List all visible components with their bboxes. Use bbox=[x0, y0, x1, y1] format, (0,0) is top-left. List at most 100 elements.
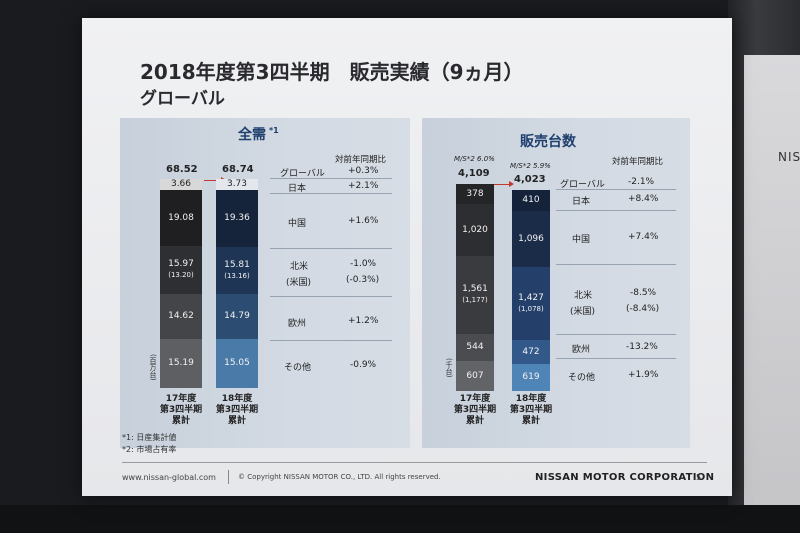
bar-curr-other: 619 bbox=[512, 364, 550, 391]
bar-subvalue: (13.20) bbox=[168, 270, 194, 281]
row-separator bbox=[270, 296, 392, 297]
bar-prev-china: 1,020 bbox=[456, 204, 494, 256]
row-label-sub: (米国) bbox=[570, 304, 595, 317]
total-curr: 4,023 bbox=[514, 174, 546, 185]
yoy-header: 対前年同期比 bbox=[612, 155, 663, 167]
footer-copyright: © Copyright NISSAN MOTOR CO., LTD. All r… bbox=[238, 473, 441, 481]
row-separator bbox=[556, 189, 676, 190]
row-label: 中国 bbox=[288, 216, 306, 229]
sales-volume-panel: 販売台数 対前年同期比 M/S*2 6.0% M/S*2 5.9% 4,109 … bbox=[422, 118, 690, 448]
footer-url: www.nissan-global.com bbox=[122, 473, 216, 482]
ms-value: 5.9% bbox=[533, 162, 551, 170]
x-label-prev: 17年度 第3四半期 累計 bbox=[447, 394, 503, 427]
row-separator bbox=[556, 210, 676, 211]
wall-sign-text: NIS bbox=[778, 150, 800, 164]
x-label-curr: 18年度 第3四半期 累計 bbox=[209, 394, 265, 427]
footer-separator bbox=[228, 470, 229, 484]
total-prev: 68.52 bbox=[166, 164, 198, 175]
ms-label: M/S*2 bbox=[510, 162, 531, 170]
bar-value: 15.97 bbox=[168, 259, 194, 270]
x-label-line: 17年度 bbox=[153, 394, 209, 405]
x-label-line: 累計 bbox=[209, 416, 265, 427]
bar-curr-china: 1,096 bbox=[512, 211, 550, 267]
row-label: その他 bbox=[284, 360, 311, 373]
bar-prev-china: 19.08 bbox=[160, 190, 202, 246]
x-label-line: 第3四半期 bbox=[503, 405, 559, 416]
bar-subvalue: (1,177) bbox=[462, 295, 488, 306]
bar-curr-japan: 410 bbox=[512, 190, 550, 211]
bar-value: 1,096 bbox=[518, 234, 544, 245]
row-change-sub: (-0.3%) bbox=[346, 275, 379, 285]
row-change: -0.9% bbox=[350, 360, 376, 370]
bar-subvalue: (1,078) bbox=[518, 304, 544, 315]
row-change: -2.1% bbox=[628, 177, 654, 187]
total-curr: 68.74 bbox=[222, 164, 254, 175]
x-label-line: 17年度 bbox=[447, 394, 503, 405]
total-prev: 4,109 bbox=[458, 168, 490, 179]
x-label-line: 累計 bbox=[153, 416, 209, 427]
bar-value: 14.62 bbox=[168, 311, 194, 322]
panel-title-demand-text: 全需 bbox=[238, 127, 266, 143]
bar-value: 378 bbox=[466, 189, 483, 200]
presentation-slide: 2018年度第3四半期 販売実績（9ヵ月） グローバル 全需 *1 対前年同期比 … bbox=[82, 18, 732, 496]
page-number: 5 bbox=[696, 473, 701, 482]
row-change: +7.4% bbox=[628, 232, 658, 242]
bar-curr-other: 15.05 bbox=[216, 339, 258, 388]
bar-value: 15.19 bbox=[168, 358, 194, 369]
footer-brand: NISSAN MOTOR CORPORATION bbox=[535, 472, 714, 483]
row-label: その他 bbox=[568, 370, 595, 383]
ms-value: 6.0% bbox=[477, 155, 495, 163]
bar-value: 3.66 bbox=[171, 179, 191, 190]
bar-subvalue: (13.16) bbox=[224, 271, 250, 282]
row-label: 中国 bbox=[572, 232, 590, 245]
footnote: *2: 市場占有率 bbox=[122, 444, 176, 455]
bar-value: 15.81 bbox=[224, 260, 250, 271]
row-separator bbox=[556, 358, 676, 359]
row-separator bbox=[556, 264, 676, 265]
panel-title-sales: 販売台数 bbox=[520, 131, 576, 151]
bar-curr-europe: 472 bbox=[512, 340, 550, 364]
row-change: +0.3% bbox=[348, 166, 378, 176]
row-change: +1.2% bbox=[348, 316, 378, 326]
panel-title-demand: 全需 *1 bbox=[238, 124, 279, 144]
x-label-prev: 17年度 第3四半期 累計 bbox=[153, 394, 209, 427]
x-label-line: 累計 bbox=[447, 416, 503, 427]
ms-label: M/S*2 bbox=[454, 155, 475, 163]
row-label-sub: (米国) bbox=[286, 275, 311, 288]
footer-divider bbox=[122, 462, 707, 463]
row-change: +8.4% bbox=[628, 194, 658, 204]
row-change: -1.0% bbox=[350, 259, 376, 269]
bar-value: 544 bbox=[466, 342, 483, 353]
bar-value: 15.05 bbox=[224, 358, 250, 369]
bar-prev-other: 607 bbox=[456, 361, 494, 391]
panel-title-note: *1 bbox=[269, 126, 279, 135]
bar-value: 1,561 bbox=[462, 284, 488, 295]
ms-prev: M/S*2 6.0% bbox=[454, 155, 495, 163]
x-label-line: 18年度 bbox=[503, 394, 559, 405]
row-separator bbox=[270, 248, 392, 249]
row-label: 欧州 bbox=[572, 342, 590, 355]
bar-prev-na: 15.97 (13.20) bbox=[160, 246, 202, 294]
x-label-line: 18年度 bbox=[209, 394, 265, 405]
row-change: +2.1% bbox=[348, 181, 378, 191]
bar-value: 3.73 bbox=[227, 179, 247, 190]
x-label-line: 第3四半期 bbox=[209, 405, 265, 416]
x-label-line: 累計 bbox=[503, 416, 559, 427]
slide-title: 2018年度第3四半期 販売実績（9ヵ月） bbox=[140, 56, 524, 85]
bar-value: 1,427 bbox=[518, 293, 544, 304]
bar-prev-europe: 544 bbox=[456, 334, 494, 361]
row-separator bbox=[556, 334, 676, 335]
row-separator bbox=[270, 178, 392, 179]
slide-subtitle: グローバル bbox=[140, 84, 225, 109]
room-floor bbox=[0, 505, 800, 533]
bar-value: 607 bbox=[466, 371, 483, 382]
market-demand-panel: 全需 *1 対前年同期比 68.52 68.74 グローバル +0.3% 3.66… bbox=[120, 118, 410, 448]
bar-value: 19.36 bbox=[224, 213, 250, 224]
bar-value: 19.08 bbox=[168, 213, 194, 224]
row-change: -13.2% bbox=[626, 342, 658, 352]
row-separator bbox=[270, 193, 392, 194]
yoy-header: 対前年同期比 bbox=[335, 153, 386, 165]
x-label-line: 第3四半期 bbox=[447, 405, 503, 416]
bar-prev-japan: 378 bbox=[456, 184, 494, 204]
bar-value: 1,020 bbox=[462, 225, 488, 236]
